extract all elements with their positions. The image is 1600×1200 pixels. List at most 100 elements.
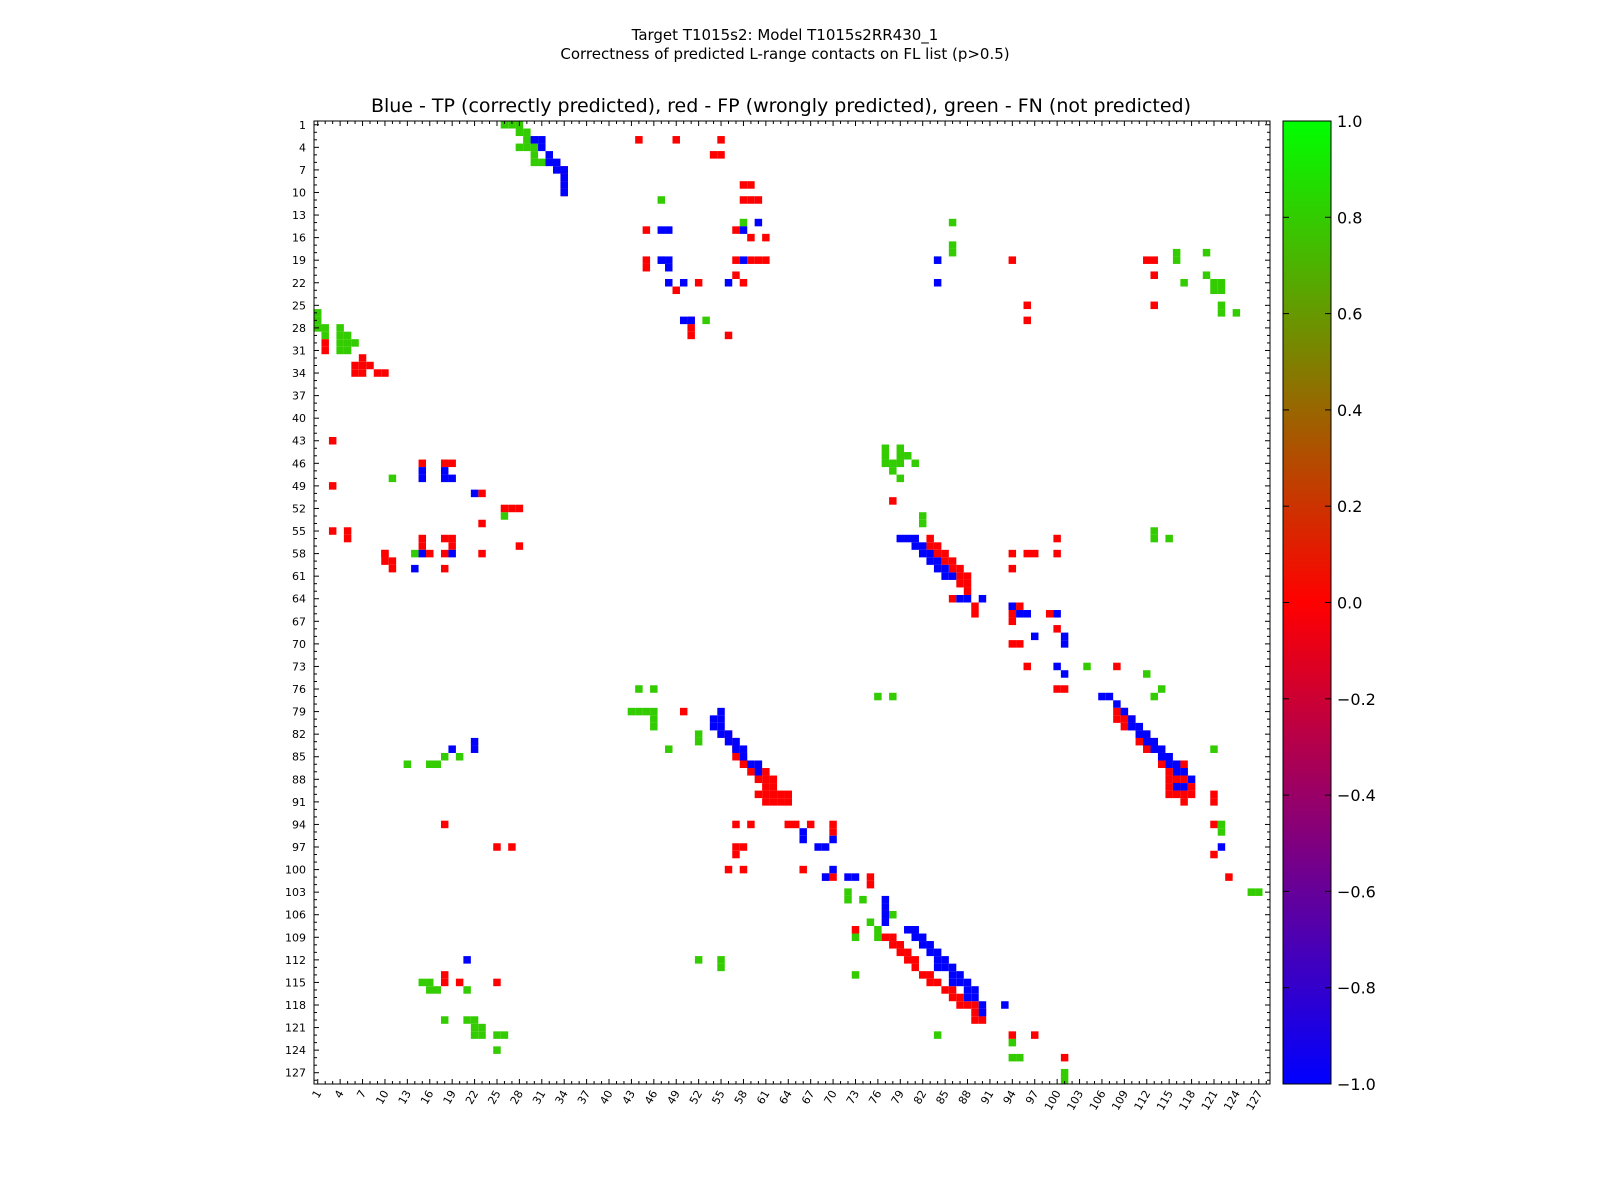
x-tick-label: 88 — [956, 1088, 974, 1107]
y-tick-label: 10 — [292, 186, 306, 199]
fn-cell — [918, 512, 927, 520]
tp-cell — [829, 835, 837, 844]
fp-cell — [799, 865, 807, 874]
x-tick-label: 127 — [1244, 1088, 1266, 1113]
fp-cell — [769, 783, 778, 791]
tp-cell — [963, 986, 972, 994]
tp-cell — [665, 278, 673, 287]
tp-cell — [926, 948, 934, 957]
tp-cell — [448, 745, 456, 753]
fn-cell — [911, 459, 919, 468]
fp-cell — [455, 978, 464, 987]
fp-cell — [1060, 685, 1069, 693]
fp-cell — [321, 346, 329, 355]
fp-cell — [732, 820, 740, 829]
x-tick-label: 76 — [866, 1088, 884, 1107]
fp-cell — [1008, 610, 1017, 618]
tp-cell — [418, 474, 427, 483]
colorbar-ticks: 1.0 0.8 0.6 0.4 0.2 0.0 −0.2 −0.4 −0.6 −0.8 −1.0 — [1283, 112, 1376, 1094]
plot-title: Blue - TP (correctly predicted), red - F… — [371, 95, 1191, 117]
tp-cell — [933, 956, 942, 964]
tp-cell — [754, 218, 763, 227]
tp-cell — [926, 557, 934, 565]
fn-cell — [343, 339, 352, 347]
fn-cell — [896, 459, 905, 468]
x-tick-label: 46 — [642, 1088, 660, 1107]
fp-cell — [1165, 775, 1173, 784]
tp-cell — [560, 166, 568, 174]
fn-cell — [702, 316, 710, 325]
fp-cell — [1165, 783, 1173, 791]
colorbar — [1282, 120, 1332, 1085]
tp-cell — [463, 956, 471, 964]
fp-cell — [1135, 737, 1144, 746]
fp-cell — [672, 286, 680, 295]
fn-cell — [500, 1031, 509, 1039]
tp-cell — [829, 865, 837, 874]
fp-cell — [1045, 610, 1054, 618]
x-tick-label: 34 — [553, 1088, 571, 1107]
x-tick-label: 70 — [821, 1088, 839, 1107]
fn-cell — [635, 685, 643, 693]
fp-cell — [956, 993, 964, 1002]
y-tick-label: 70 — [292, 638, 306, 651]
fn-cell — [881, 444, 890, 453]
colorbar-tick-label: 0.6 — [1337, 305, 1362, 324]
tp-cell — [553, 158, 561, 167]
fn-cell — [866, 918, 875, 926]
y-tick-labels: 1 4 7 10 13 16 19 22 25 28 31 34 37 40 43 46 49 52 55 58 61 6… — [285, 119, 306, 1080]
x-tick-label: 52 — [687, 1088, 705, 1107]
fp-cell — [418, 459, 427, 468]
fp-cell — [948, 564, 957, 573]
fp-cell — [784, 820, 792, 829]
fp-cell — [971, 1001, 979, 1009]
tp-cell — [724, 278, 733, 287]
fn-cell — [904, 452, 912, 460]
fn-cell — [1172, 256, 1181, 264]
fp-cell — [1113, 662, 1121, 671]
fp-cell — [1210, 850, 1218, 859]
fn-cell — [889, 910, 897, 919]
fn-cell — [717, 956, 725, 964]
tp-cell — [665, 256, 673, 264]
tp-cell — [956, 978, 964, 987]
fn-cell — [478, 1031, 486, 1039]
tp-cell — [1135, 722, 1144, 731]
tp-cell — [1031, 632, 1039, 641]
x-tick-label: 121 — [1199, 1088, 1221, 1113]
fp-cell — [642, 263, 651, 272]
fn-cell — [918, 519, 927, 528]
fp-cell — [478, 489, 486, 498]
fn-cell — [874, 926, 882, 934]
fp-cell — [971, 1016, 979, 1024]
fp-cell — [926, 534, 934, 543]
fp-cell — [1053, 685, 1061, 693]
fp-cell — [889, 941, 897, 949]
fp-cell — [1060, 1053, 1069, 1062]
x-tick-label: 94 — [1001, 1088, 1019, 1107]
x-tick-label: 115 — [1154, 1088, 1176, 1113]
fp-cell — [948, 986, 957, 994]
fp-cell — [732, 843, 740, 851]
fp-cell — [739, 843, 748, 851]
tp-cell — [881, 918, 890, 926]
y-tick-label: 31 — [292, 344, 306, 357]
fp-cell — [493, 843, 501, 851]
fp-cell — [754, 196, 763, 204]
tp-cell — [814, 843, 822, 851]
fp-cell — [941, 557, 949, 565]
tp-cell — [754, 768, 763, 776]
fp-cell — [351, 369, 359, 377]
tp-cell — [1008, 602, 1017, 611]
fp-cell — [717, 151, 725, 159]
y-tick-label: 79 — [292, 706, 306, 719]
fp-cell — [343, 527, 352, 535]
fp-cell — [1165, 790, 1173, 799]
fp-cell — [762, 790, 770, 799]
x-tick-label: 97 — [1023, 1088, 1041, 1107]
tp-cell — [1150, 737, 1158, 746]
contact-cells-layer — [314, 121, 1263, 1084]
fp-cell — [762, 775, 770, 784]
fp-cell — [889, 933, 897, 942]
